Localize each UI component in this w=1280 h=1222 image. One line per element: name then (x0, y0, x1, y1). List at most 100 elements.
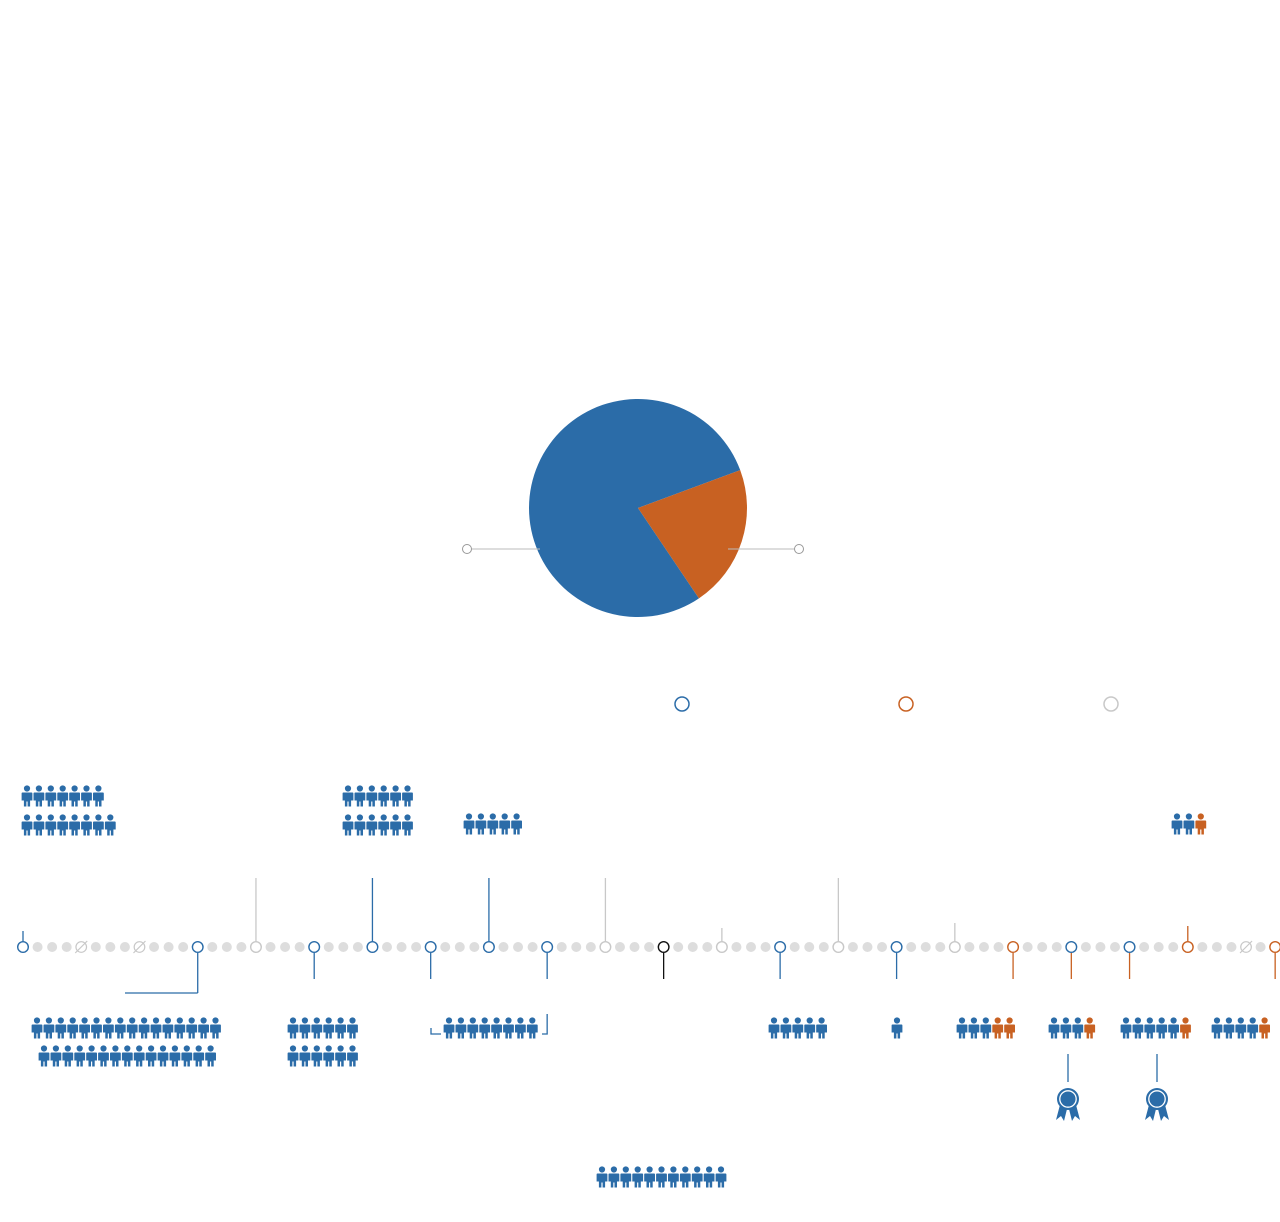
person-icon-body (57, 821, 69, 836)
person-icon (33, 785, 45, 807)
person-icon-body (968, 1024, 980, 1039)
ring-marker-icon (832, 941, 845, 954)
person-icon (104, 814, 116, 836)
person-icon-body (205, 1052, 216, 1067)
person-icon-body (33, 792, 45, 807)
person-icon-head (1006, 1017, 1013, 1024)
person-icon-body (475, 820, 487, 835)
person-icon-head (982, 1017, 989, 1024)
struck-circle-slash (133, 940, 146, 954)
person-icon (1120, 1017, 1132, 1039)
person-icon-body (335, 1024, 346, 1039)
timeline-dot (1095, 942, 1106, 952)
person-icon-head (1173, 813, 1181, 820)
person-icon-head (794, 1017, 801, 1024)
person-icon (55, 1017, 67, 1039)
person-icon (980, 1017, 992, 1039)
timeline-dot (877, 942, 888, 952)
person-icon-body (1004, 1024, 1015, 1039)
person-icon (98, 1045, 109, 1067)
person-icon (79, 1017, 90, 1039)
timeline-dot (673, 942, 684, 952)
award-medal-ring (1059, 1090, 1077, 1108)
person-icon-body (126, 1024, 138, 1039)
person-icon (138, 1017, 150, 1039)
person-icon (93, 814, 104, 836)
legend-marker-2 (898, 696, 914, 712)
person-icon-head (301, 1045, 308, 1052)
person-icon (1156, 1017, 1168, 1039)
person-icon-body (335, 1052, 346, 1067)
person-icon (69, 785, 80, 807)
person-icon-head (159, 1045, 167, 1052)
person-icon-head (445, 1017, 453, 1024)
ring-marker-icon (1123, 941, 1136, 954)
person-icon-body (311, 1052, 323, 1067)
person-icon-head (152, 1017, 160, 1024)
person-icon-head (88, 1045, 95, 1052)
person-icon-head (1062, 1017, 1069, 1024)
person-icon-body (347, 1024, 358, 1039)
person-icon-head (176, 1017, 183, 1024)
person-icon-body (378, 792, 390, 807)
timeline-dot (1226, 942, 1237, 952)
person-icon-head (1158, 1017, 1165, 1024)
person-icon-head (83, 814, 90, 821)
person-icon-body (715, 1173, 727, 1188)
person-icon-head (100, 1045, 107, 1052)
person-icon-body (596, 1173, 608, 1188)
person-icon (287, 1045, 299, 1067)
person-icon (792, 1017, 804, 1039)
person-icon-head (481, 1017, 488, 1024)
timeline-dot (1197, 942, 1208, 952)
timeline-dot (469, 942, 480, 952)
timeline-dot (338, 942, 349, 952)
person-icon (632, 1166, 644, 1188)
person-icon (347, 1017, 358, 1039)
person-icon (656, 1166, 667, 1188)
person-icon (287, 1017, 299, 1039)
timeline-dot (993, 942, 1004, 952)
timeline-dot (571, 942, 582, 952)
person-icon-head (356, 814, 363, 821)
timeline-dot (1051, 942, 1062, 952)
person-icon-body (1183, 820, 1195, 835)
person-icon-body (1072, 1024, 1084, 1039)
person-icon (145, 1045, 157, 1067)
person-icon-head (23, 814, 31, 821)
person-icon (157, 1045, 169, 1067)
person-icon-body (768, 1024, 780, 1039)
person-icon-body (69, 792, 80, 807)
person-icon-head (658, 1166, 665, 1173)
person-icon-body (503, 1024, 514, 1039)
person-icon-body (347, 1052, 358, 1067)
person-icon (74, 1045, 86, 1067)
person-icon (715, 1166, 727, 1188)
person-icon (463, 813, 475, 835)
person-icon-head (893, 1017, 901, 1024)
ring-marker-icon (657, 941, 670, 954)
person-icon (479, 1017, 491, 1039)
person-icon-body (487, 820, 499, 835)
person-icon-body (366, 792, 378, 807)
timeline-dot (629, 942, 640, 952)
ring-marker-icon (599, 941, 612, 954)
timeline-dot (513, 942, 524, 952)
person-icon-head (622, 1166, 629, 1173)
person-icon-body (956, 1024, 968, 1039)
person-icon-head (45, 1017, 52, 1024)
person-icon-body (93, 821, 104, 836)
person-icon (768, 1017, 780, 1039)
person-icon-body (390, 821, 401, 836)
person-icon (891, 1017, 903, 1039)
person-icon-head (93, 1017, 100, 1024)
person-icon-body (515, 1024, 526, 1039)
person-icon-head (33, 1017, 41, 1024)
person-icon (1171, 813, 1183, 835)
timeline-dot (978, 942, 989, 952)
timeline-dot (411, 942, 422, 952)
person-icon-body (323, 1052, 335, 1067)
person-icon (162, 1017, 174, 1039)
person-icon (81, 814, 92, 836)
